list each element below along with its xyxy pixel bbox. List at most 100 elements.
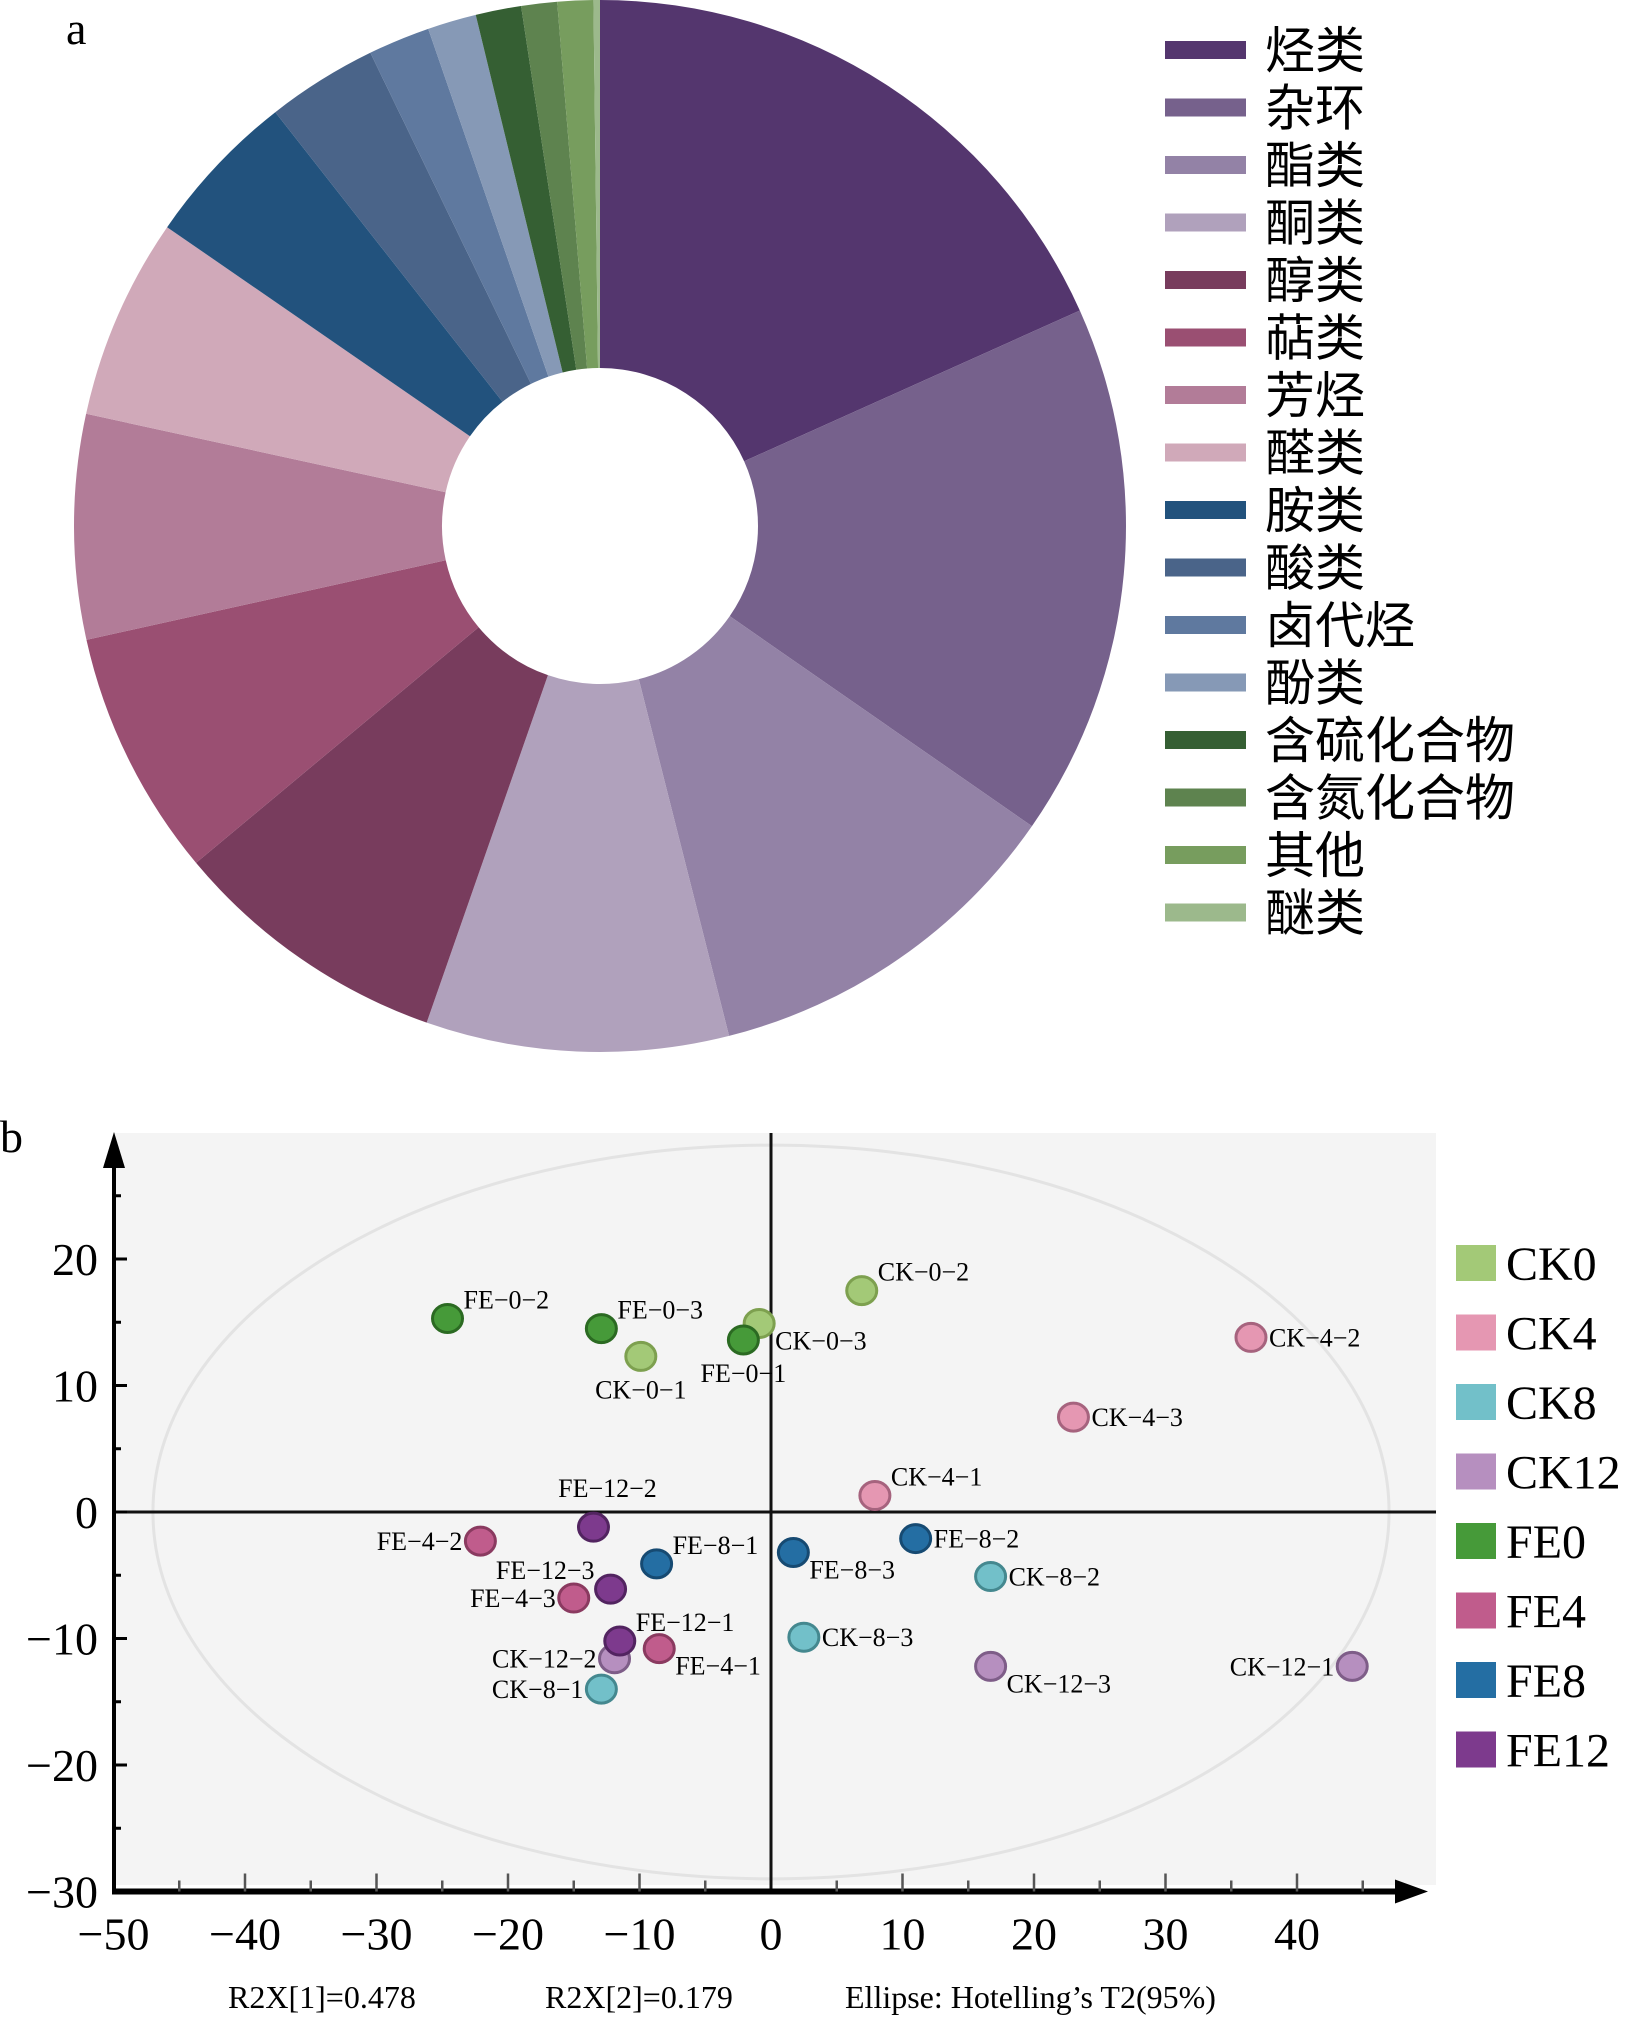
legend-label-CK4: CK4: [1506, 1308, 1597, 1361]
donut-slice-2: [638, 616, 1032, 1036]
x-tick-label: 40: [1274, 1909, 1320, 1960]
point-label: FE−0−1: [701, 1359, 787, 1388]
y-tick-label: 0: [75, 1487, 98, 1538]
legend-label-1: 杂环: [1265, 80, 1365, 138]
point-label: FE−4−3: [470, 1584, 556, 1613]
donut-slice-5: [86, 560, 479, 863]
legend-swatch-1: [1165, 98, 1246, 117]
point-label: FE−0−2: [464, 1285, 550, 1314]
legend-label-2: 酯类: [1265, 137, 1365, 195]
y-tick-label: −20: [26, 1740, 98, 1791]
legend-swatch-FE0: [1456, 1523, 1496, 1559]
donut-slice-14: [557, 0, 599, 369]
legend-label-6: 芳烃: [1265, 367, 1365, 425]
point-label: CK−4−3: [1091, 1403, 1182, 1432]
point-CK−12−1: [1335, 1650, 1369, 1682]
donut-slices: [73, 0, 1126, 1052]
legend-label-13: 含氮化合物: [1265, 770, 1515, 828]
x-tick-label: −10: [604, 1909, 676, 1960]
legend-swatch-CK4: [1456, 1314, 1496, 1351]
point-FE−4−3: [557, 1582, 591, 1614]
donut-slice-3: [426, 675, 730, 1052]
donut-slice-4: [196, 627, 548, 1023]
point-label: FE−4−2: [377, 1527, 463, 1556]
legend-swatch-CK8: [1456, 1384, 1496, 1420]
x-axis-arrow-icon: [1395, 1879, 1428, 1904]
point-label: FE−12−2: [558, 1474, 657, 1503]
legend-label-7: 醛类: [1265, 425, 1365, 483]
legend-swatch-7: [1165, 443, 1246, 462]
point-CK−8−2: [974, 1561, 1008, 1593]
point-FE−12−2: [576, 1511, 610, 1543]
x-tick-label: −20: [472, 1909, 544, 1960]
x-tick-label: −40: [209, 1909, 281, 1960]
plot-background: [114, 1133, 1436, 1885]
legend-label-9: 酸类: [1265, 540, 1365, 598]
legend-swatch-FE12: [1456, 1731, 1496, 1768]
donut-slice-0: [600, 0, 1080, 462]
legend-swatch-5: [1165, 328, 1246, 347]
point-FE−4−2: [463, 1525, 497, 1557]
point-label: FE−12−1: [636, 1608, 735, 1637]
point-label: CK−8−3: [822, 1623, 913, 1652]
point-label: CK−12−2: [492, 1645, 596, 1674]
point-CK−0−1: [624, 1340, 658, 1372]
point-FE−12−1: [603, 1625, 637, 1657]
point-CK−8−1: [584, 1673, 618, 1705]
x-tick-label: −30: [341, 1909, 413, 1960]
legend-label-14: 其他: [1265, 827, 1365, 885]
point-label: CK−4−2: [1269, 1323, 1360, 1352]
legend-swatch-13: [1165, 788, 1246, 807]
point-label: FE−0−3: [617, 1296, 703, 1325]
legend-swatch-9: [1165, 558, 1246, 577]
point-CK−12−3: [974, 1650, 1008, 1682]
donut-slice-13: [521, 1, 588, 370]
donut-slice-1: [729, 310, 1126, 827]
point-FE−0−1: [726, 1324, 760, 1356]
legend-swatch-14: [1165, 846, 1246, 864]
point-FE−8−3: [776, 1536, 810, 1568]
legend-label-10: 卤代烃: [1265, 597, 1415, 655]
legend-swatch-FE8: [1456, 1662, 1496, 1698]
point-label: CK−12−1: [1230, 1652, 1334, 1681]
donut-slice-15: [593, 0, 600, 369]
donut-slice-8: [167, 112, 503, 437]
point-label: CK−4−1: [891, 1463, 982, 1492]
point-label: FE−12−3: [496, 1556, 595, 1585]
legend-label-FE12: FE12: [1506, 1725, 1610, 1778]
legend-swatch-6: [1165, 386, 1246, 404]
point-FE−4−1: [642, 1633, 676, 1665]
legend-label-4: 醇类: [1265, 252, 1365, 310]
y-tick-label: 20: [52, 1234, 98, 1285]
legend-label-8: 胺类: [1265, 482, 1365, 540]
x-tick-label: 20: [1011, 1909, 1057, 1960]
point-label: FE−8−3: [809, 1555, 895, 1584]
legend-swatch-15: [1165, 903, 1246, 922]
panel-b-label: b: [0, 1111, 23, 1162]
x-tick-label: 10: [880, 1909, 926, 1960]
legend-swatch-12: [1165, 731, 1246, 749]
footer-ellipse: Ellipse: Hotelling’s T2(95%): [845, 1979, 1216, 2015]
panel-a-label: a: [66, 3, 86, 54]
point-FE−12−3: [594, 1573, 628, 1605]
footer-r2x2: R2X[2]=0.179: [545, 1979, 733, 2015]
legend-label-FE0: FE0: [1506, 1516, 1586, 1569]
point-label: CK−0−3: [775, 1327, 866, 1356]
point-CK−8−3: [787, 1621, 821, 1653]
donut-slice-11: [428, 14, 563, 377]
legend-swatch-3: [1165, 213, 1246, 232]
legend-swatch-11: [1165, 673, 1246, 692]
point-FE−0−2: [431, 1302, 465, 1334]
legend-swatch-0: [1165, 41, 1246, 59]
footer: R2X[1]=0.478 R2X[2]=0.179 Ellipse: Hotel…: [228, 1979, 1216, 2015]
donut-slice-12: [475, 5, 577, 373]
y-tick-label: −10: [26, 1614, 98, 1665]
legend-swatch-CK12: [1456, 1453, 1496, 1490]
point-label: FE−8−2: [934, 1525, 1020, 1554]
point-label: CK−0−2: [878, 1258, 969, 1287]
donut-slice-9: [275, 52, 531, 402]
x-tick-label: 0: [760, 1909, 783, 1960]
